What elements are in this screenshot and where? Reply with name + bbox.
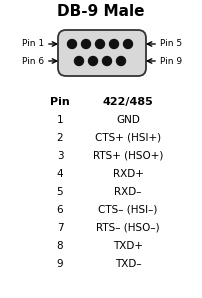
Text: 5: 5: [56, 187, 63, 197]
Circle shape: [74, 57, 83, 66]
Text: 9: 9: [56, 259, 63, 269]
Circle shape: [67, 40, 76, 49]
Circle shape: [88, 57, 97, 66]
Text: TXD+: TXD+: [113, 241, 142, 251]
Text: 7: 7: [56, 223, 63, 233]
Text: 8: 8: [56, 241, 63, 251]
Text: RTS+ (HSO+): RTS+ (HSO+): [92, 151, 162, 161]
Circle shape: [116, 57, 125, 66]
Text: 2: 2: [56, 133, 63, 143]
Text: Pin 1: Pin 1: [22, 40, 44, 49]
Circle shape: [81, 40, 90, 49]
Text: CTS– (HSI–): CTS– (HSI–): [98, 205, 157, 215]
FancyBboxPatch shape: [58, 30, 145, 76]
Circle shape: [109, 40, 118, 49]
Text: Pin 5: Pin 5: [159, 40, 181, 49]
Text: TXD–: TXD–: [114, 259, 141, 269]
Text: 3: 3: [56, 151, 63, 161]
Circle shape: [123, 40, 132, 49]
Text: GND: GND: [116, 115, 139, 125]
Text: Pin 6: Pin 6: [22, 57, 44, 66]
Circle shape: [102, 57, 111, 66]
Text: DB-9 Male: DB-9 Male: [57, 4, 144, 19]
Text: 4: 4: [56, 169, 63, 179]
Text: Pin: Pin: [50, 97, 69, 107]
Text: RXD+: RXD+: [112, 169, 143, 179]
Text: Pin 9: Pin 9: [159, 57, 181, 66]
Circle shape: [95, 40, 104, 49]
Text: 1: 1: [56, 115, 63, 125]
Text: RTS– (HSO–): RTS– (HSO–): [96, 223, 159, 233]
Text: CTS+ (HSI+): CTS+ (HSI+): [95, 133, 160, 143]
Text: RXD–: RXD–: [114, 187, 141, 197]
Text: 422/485: 422/485: [102, 97, 153, 107]
Text: 6: 6: [56, 205, 63, 215]
